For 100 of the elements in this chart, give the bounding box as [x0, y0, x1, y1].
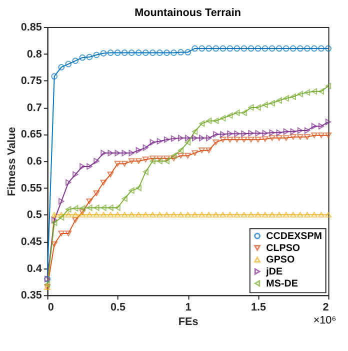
- point: [304, 212, 310, 218]
- point: [290, 94, 296, 100]
- point: [94, 204, 100, 211]
- point: [276, 45, 282, 52]
- point: [290, 45, 296, 52]
- point: [80, 163, 86, 170]
- point: [262, 130, 268, 136]
- x-tick-label: 2: [322, 301, 329, 314]
- legend-label: CCDEXSPM: [266, 230, 322, 242]
- point: [114, 204, 120, 211]
- point: [192, 150, 198, 156]
- point: [135, 158, 142, 164]
- point: [128, 212, 135, 218]
- point: [164, 50, 170, 56]
- point: [136, 147, 142, 154]
- point: [149, 50, 156, 56]
- point: [248, 212, 254, 218]
- point: [220, 136, 226, 142]
- point: [206, 212, 212, 218]
- point: [107, 212, 114, 218]
- y-tick-label: 0.35: [20, 290, 42, 302]
- point: [296, 212, 304, 218]
- point: [108, 204, 114, 211]
- x-tick-label: 0: [48, 301, 54, 314]
- point: [156, 50, 163, 56]
- point: [254, 45, 262, 52]
- point: [58, 198, 64, 204]
- point: [290, 212, 296, 218]
- point: [318, 45, 324, 52]
- x-tick-label: 1.5: [251, 301, 266, 314]
- point: [178, 147, 184, 154]
- point: [156, 158, 163, 164]
- point: [72, 217, 79, 223]
- point: [268, 135, 276, 141]
- point: [212, 139, 220, 146]
- point: [276, 129, 282, 136]
- point: [199, 120, 205, 127]
- point: [51, 212, 58, 218]
- point: [184, 139, 191, 146]
- point: [234, 110, 240, 116]
- point: [114, 212, 121, 218]
- point: [241, 130, 247, 137]
- point: [184, 134, 191, 142]
- point: [86, 198, 93, 204]
- point: [311, 132, 318, 138]
- point: [114, 160, 121, 167]
- point: [100, 150, 106, 156]
- point: [276, 97, 282, 104]
- point: [220, 212, 226, 218]
- point: [213, 131, 219, 138]
- legend-label: MS-DE: [266, 278, 298, 290]
- point: [212, 212, 220, 218]
- y-tick-label: 0.45: [20, 236, 42, 248]
- point: [262, 136, 268, 142]
- point: [240, 212, 248, 218]
- point: [156, 156, 163, 162]
- point: [136, 184, 142, 192]
- y-tick-label: 0.85: [20, 21, 42, 34]
- point: [213, 118, 219, 124]
- x-axis-title: FEs: [178, 316, 198, 328]
- point: [51, 241, 58, 248]
- point: [248, 136, 254, 142]
- point: [170, 50, 177, 56]
- point: [311, 45, 318, 52]
- point: [234, 130, 240, 137]
- point: [52, 216, 58, 224]
- point: [142, 50, 149, 56]
- y-tick-label: 0.5: [26, 209, 42, 222]
- point: [220, 45, 226, 52]
- point: [227, 112, 233, 119]
- point: [226, 136, 234, 142]
- point: [93, 190, 100, 196]
- point: [248, 130, 254, 136]
- point: [198, 45, 206, 52]
- point: [135, 50, 142, 56]
- point: [100, 204, 106, 211]
- point: [318, 123, 324, 130]
- point: [170, 152, 177, 159]
- point: [58, 64, 65, 70]
- point: [226, 45, 234, 52]
- point: [128, 158, 135, 164]
- y-tick-label: 0.65: [20, 128, 42, 141]
- point: [79, 54, 86, 61]
- legend-label: jDE: [265, 266, 284, 278]
- point: [234, 45, 240, 52]
- point: [100, 50, 107, 56]
- point: [79, 212, 86, 218]
- point: [72, 205, 78, 212]
- point: [268, 212, 276, 218]
- point: [248, 104, 254, 111]
- point: [142, 212, 149, 218]
- point: [178, 212, 184, 218]
- point: [184, 152, 191, 159]
- point: [170, 212, 177, 218]
- point: [121, 212, 128, 218]
- point: [135, 212, 142, 218]
- point: [164, 158, 170, 164]
- point: [52, 220, 58, 226]
- y-tick-label: 0.75: [20, 75, 42, 88]
- point: [93, 52, 100, 58]
